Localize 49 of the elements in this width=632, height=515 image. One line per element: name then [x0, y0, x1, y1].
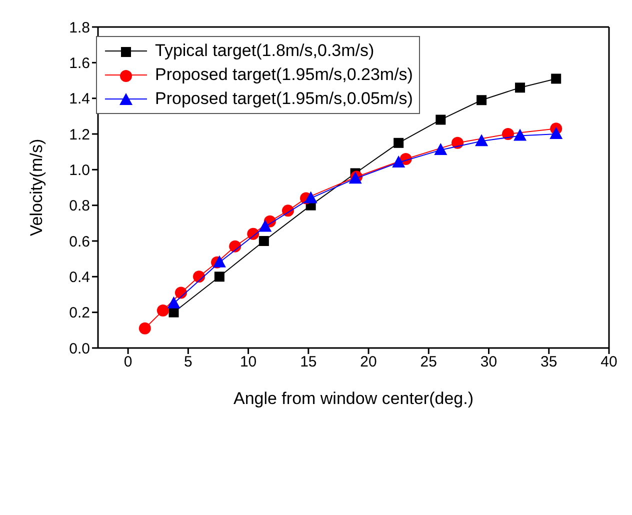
point: [436, 114, 446, 125]
point: [174, 286, 187, 299]
y-tick-label: 0.6: [69, 233, 90, 250]
x-tick-label: 30: [480, 354, 498, 371]
point: [156, 304, 169, 317]
point: [167, 296, 180, 308]
legend-label: Typical target(1.8m/s,0.3m/s): [155, 40, 374, 62]
y-tick-label: 1.6: [69, 54, 90, 72]
point: [475, 134, 488, 146]
x-tick-label: 25: [420, 354, 437, 371]
point: [212, 255, 226, 268]
point: [214, 272, 224, 282]
y-tick-label: 1.8: [69, 19, 90, 36]
point: [502, 128, 514, 140]
point: [193, 270, 205, 283]
legend-label: Proposed target(1.95m/s,0.05m/s): [155, 88, 413, 110]
y-tick-label: 1.4: [69, 90, 90, 108]
point: [515, 82, 526, 93]
point: [229, 240, 242, 252]
point: [434, 143, 448, 156]
y-tick-label: 0.0: [69, 340, 90, 358]
point: [452, 136, 464, 149]
point: [258, 236, 269, 246]
y-axis-title: Velocity(m/s): [27, 138, 46, 236]
x-tick-label: 20: [360, 354, 377, 371]
point: [282, 204, 294, 217]
point: [476, 95, 487, 106]
legend-label: Proposed target(1.95m/s,0.23m/s): [155, 64, 413, 86]
y-tick-label: 1.2: [69, 126, 90, 144]
x-tick-label: 5: [184, 354, 192, 371]
point: [394, 138, 404, 148]
x-tick-label: 10: [240, 354, 257, 371]
point: [392, 156, 406, 168]
x-tick-label: 0: [124, 354, 132, 371]
y-tick-label: 0.2: [69, 304, 90, 322]
x-axis-title: Angle from window center(deg.): [233, 389, 474, 408]
y-tick-label: 0.8: [69, 198, 90, 215]
point: [247, 228, 260, 240]
x-tick-label: 15: [300, 354, 317, 371]
point: [514, 128, 527, 141]
point: [304, 191, 318, 204]
point: [550, 127, 563, 139]
point: [258, 220, 272, 232]
y-tick-label: 0.4: [69, 268, 90, 286]
point: [138, 322, 151, 334]
x-tick-label: 40: [600, 354, 618, 371]
point: [551, 74, 562, 84]
y-tick-label: 1.0: [69, 162, 90, 179]
x-tick-label: 35: [540, 354, 558, 371]
